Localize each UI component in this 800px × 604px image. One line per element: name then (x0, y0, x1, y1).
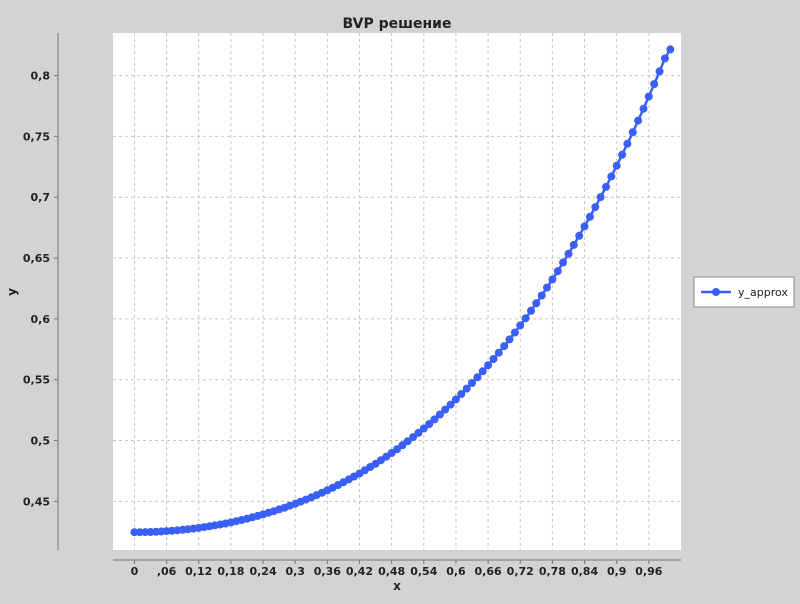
data-point (473, 373, 482, 382)
legend-swatch-marker (712, 288, 720, 296)
x-tick-label: 0,3 (285, 565, 305, 578)
x-tick-label: 0 (131, 565, 139, 578)
data-point (650, 80, 659, 89)
data-point (543, 283, 551, 292)
data-point (414, 428, 423, 437)
data-point (602, 182, 610, 191)
data-point (607, 172, 616, 181)
data-point (489, 355, 498, 363)
data-point (628, 128, 637, 137)
x-tick-label: 0,96 (635, 565, 662, 578)
data-point (548, 275, 557, 284)
data-point (505, 335, 514, 344)
data-point (435, 410, 444, 419)
x-tick-label: 0,78 (539, 565, 566, 578)
legend: y_approx (693, 276, 795, 308)
data-point (425, 420, 434, 428)
x-tick-label: 0,54 (410, 565, 437, 578)
data-point (569, 240, 578, 249)
data-point (441, 405, 450, 414)
y-axis-ticks: 0,45 0,5 0,55 0,6 0,65 0,7 0,75 0,8 (23, 70, 58, 508)
x-tick-label: 0,42 (346, 565, 373, 578)
data-point (655, 67, 664, 76)
data-point (510, 328, 519, 337)
series-layer (130, 45, 675, 537)
data-point (660, 54, 669, 63)
y-tick-label: 0,5 (31, 435, 51, 448)
x-tick-label: 0,24 (249, 565, 276, 578)
y-tick-label: 0,75 (23, 130, 50, 143)
x-tick-label: 0,36 (314, 565, 341, 578)
data-point (457, 390, 466, 398)
data-point (430, 415, 439, 424)
data-point (575, 231, 584, 240)
x-tick-label: 0,84 (571, 565, 598, 578)
x-axis-label: x (393, 579, 401, 593)
data-point (419, 424, 428, 433)
y-tick-label: 0,55 (23, 374, 50, 387)
y-tick-label: 0,8 (31, 70, 51, 83)
data-point (623, 139, 632, 148)
y-tick-label: 0,65 (23, 252, 50, 265)
data-point (634, 116, 643, 125)
y-tick-label: 0,7 (31, 191, 51, 204)
x-tick-label: 0,18 (217, 565, 244, 578)
x-tick-label: ,06 (157, 565, 177, 578)
data-point (478, 367, 487, 376)
x-tick-label: 0,66 (475, 565, 502, 578)
data-point (666, 45, 675, 54)
data-point (564, 249, 573, 258)
data-point (468, 379, 476, 387)
data-point (532, 299, 541, 308)
x-tick-label: 0,72 (507, 565, 534, 578)
x-tick-label: 0,9 (607, 565, 627, 578)
grid-lines (113, 33, 681, 550)
x-axis-ticks: 0 ,06 0,12 0,18 0,24 0,3 0,36 0,42 0,48 0,54 0,6 0,… (131, 560, 663, 578)
x-tick-label: 0,48 (378, 565, 405, 578)
chart-title: BVP решение (343, 16, 452, 32)
data-point (580, 222, 589, 231)
data-point (484, 361, 493, 370)
data-point (585, 212, 594, 221)
data-point (591, 203, 600, 212)
y-tick-label: 0,6 (31, 313, 51, 326)
data-point (500, 342, 509, 351)
data-point (537, 291, 546, 300)
data-point (527, 306, 535, 315)
y-axis-label: y (5, 288, 19, 296)
data-point (618, 150, 627, 159)
data-point (462, 384, 471, 393)
data-point (596, 193, 605, 202)
y-tick-label: 0,45 (23, 495, 50, 508)
data-point (553, 267, 562, 276)
legend-label: y_approx (738, 286, 788, 299)
plot-area (113, 33, 681, 550)
data-point (516, 321, 525, 330)
data-point (446, 400, 455, 409)
data-point (521, 314, 530, 323)
data-point (644, 92, 653, 101)
data-point (612, 161, 621, 170)
data-point (451, 395, 460, 404)
x-tick-label: 0,6 (446, 565, 466, 578)
data-point (639, 104, 648, 113)
x-tick-label: 0,12 (185, 565, 212, 578)
data-point (494, 348, 503, 357)
data-point (559, 258, 568, 267)
